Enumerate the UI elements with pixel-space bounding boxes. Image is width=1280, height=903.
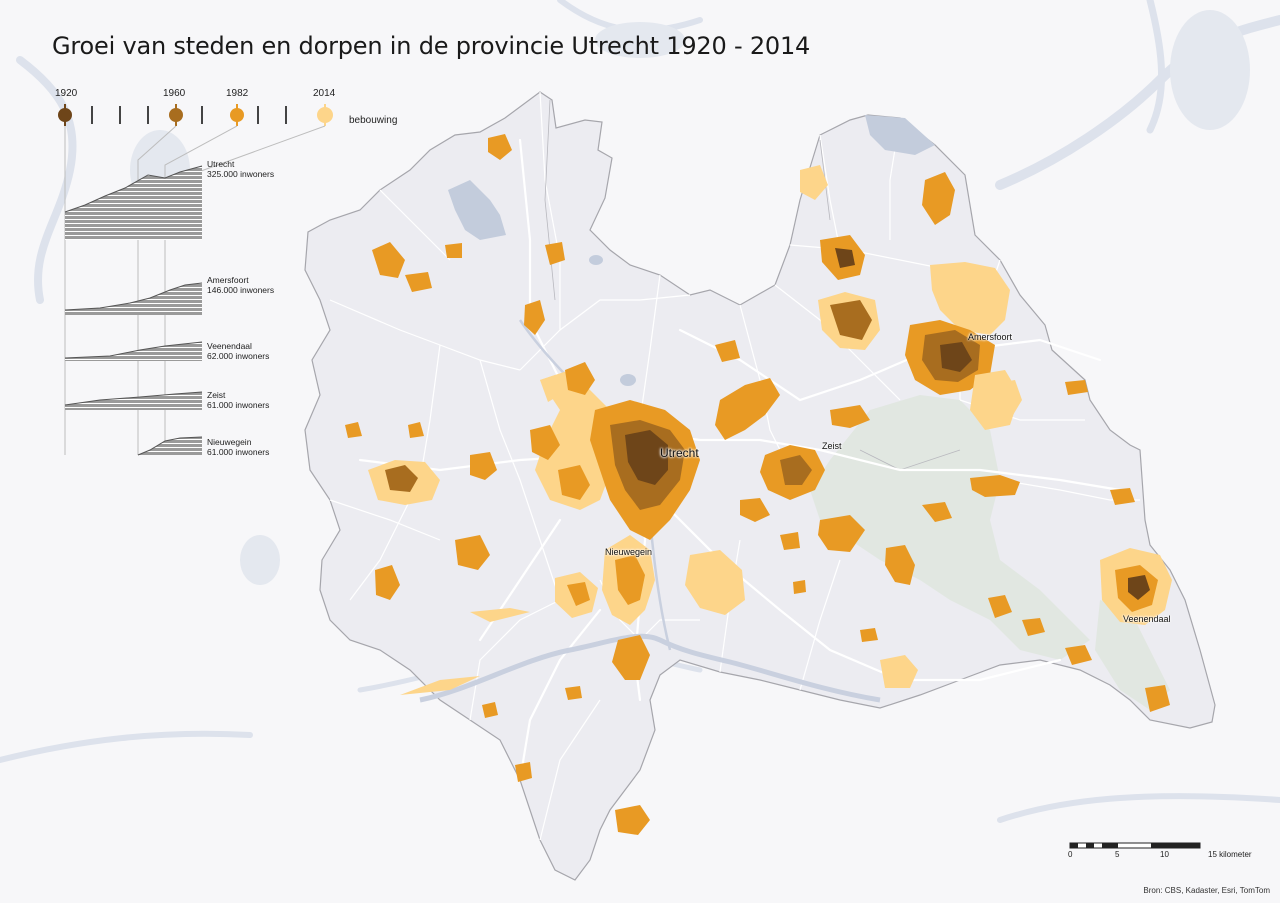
legend-year-1982: 1982 [226,88,249,99]
sparkline-name: Utrecht [207,159,235,169]
legend-year-2014: 2014 [313,88,336,99]
source-credit: Bron: CBS, Kadaster, Esri, TomTom [1143,886,1270,895]
legend-markers [58,104,333,126]
sparkline-name: Amersfoort [207,275,249,285]
city-label-veenendaal[interactable]: Veenendaal [1123,614,1171,624]
legend-marker-1960 [169,108,183,122]
sparkline-name: Veenendaal [207,341,252,351]
sparkline-zeist [64,391,203,410]
sparkline-label-nieuwegein: Nieuwegein 61.000 inwoners [207,437,269,457]
city-label-zeist[interactable]: Zeist [822,441,842,451]
sparkline-name: Zeist [207,390,226,400]
nature-area-east [1095,600,1170,710]
sparkline-population: 61.000 inwoners [207,400,270,410]
scale-bar[interactable] [1069,842,1201,849]
legend-marker-1920 [58,108,72,122]
sparkline-utrecht [64,165,203,240]
river [419,633,881,703]
scale-tick-15: 15 kilometer [1208,850,1252,859]
sparkline-veenendaal [64,341,203,361]
scale-tick-10: 10 [1160,850,1169,859]
city-label-nieuwegein[interactable]: Nieuwegein [605,547,653,557]
legend-year-1920: 1920 [55,88,78,99]
sparkline-nieuwegein [137,436,203,456]
sparkline-population: 61.000 inwoners [207,447,270,457]
sparkline-population: 146.000 inwoners [207,285,275,295]
sparkline-amersfoort [64,282,203,315]
province-area [304,91,1216,881]
sparkline-population: 62.000 inwoners [207,351,270,361]
legend-timeline [91,106,287,124]
nature-area [810,395,1090,660]
sparkline-label-amersfoort: Amersfoort 146.000 inwoners [207,275,274,295]
legend-marker-1982 [230,108,244,122]
sparkline-label-veenendaal: Veenendaal 62.000 inwoners [207,341,269,361]
sparkline-label-utrecht: Utrecht 325.000 inwoners [207,159,274,179]
city-label-amersfoort[interactable]: Amersfoort [968,332,1013,342]
city-label-utrecht[interactable]: Utrecht [660,446,699,460]
sparkline-population: 325.000 inwoners [207,169,275,179]
built-up-areas [345,134,1172,835]
legend-marker-2014 [317,107,333,123]
map-title: Groei van steden en dorpen in de provinc… [52,32,811,60]
sparkline-name: Nieuwegein [207,437,252,447]
sparkline-label-zeist: Zeist 61.000 inwoners [207,390,269,410]
legend-suffix: bebouwing [349,115,398,126]
scale-tick-5: 5 [1115,850,1120,859]
scale-tick-0: 0 [1068,850,1073,859]
legend-year-1960: 1960 [163,88,186,99]
lakes [448,115,935,386]
